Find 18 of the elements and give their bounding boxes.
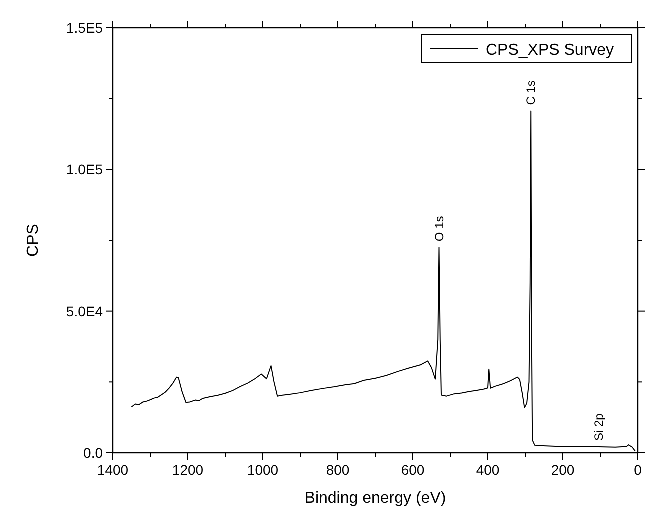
y-axis-title: CPS <box>25 224 42 257</box>
x-tick-label: 0 <box>634 462 642 478</box>
y-tick-label: 1.0E5 <box>66 162 104 178</box>
x-tick-label: 1400 <box>97 462 129 478</box>
legend-label: CPS_XPS Survey <box>486 42 614 59</box>
annotation: Si 2p <box>592 413 606 442</box>
x-tick-label: 200 <box>551 462 575 478</box>
x-tick-label: 1000 <box>247 462 279 478</box>
y-tick-label: 1.5E5 <box>66 20 104 36</box>
annotation: C 1s <box>524 80 538 106</box>
annotation: O 1s <box>432 216 446 242</box>
x-tick-label: 600 <box>401 462 425 478</box>
y-tick-label: 5.0E4 <box>66 303 104 320</box>
y-tick-label: 0.0 <box>84 445 104 461</box>
x-tick-label: 800 <box>326 462 350 478</box>
x-axis-title: Binding energy (eV) <box>304 490 446 507</box>
x-tick-label: 1200 <box>172 462 204 478</box>
x-tick-label: 400 <box>476 462 500 478</box>
